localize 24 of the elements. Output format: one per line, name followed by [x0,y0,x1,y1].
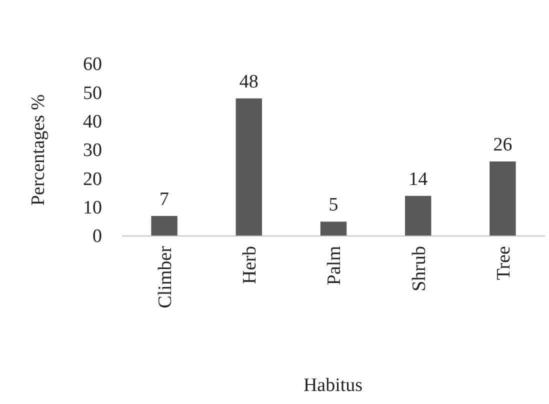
bar [236,98,262,236]
x-tick-label: Herb [240,246,261,284]
y-tick-label: 50 [83,82,102,104]
y-tick-label: 60 [83,54,102,76]
bar [404,196,432,236]
bar [151,216,178,236]
x-tick-label: Palm [324,246,346,286]
y-tick-label: 10 [83,197,102,218]
x-tick-label: Shrub [408,246,430,292]
data-label: 5 [328,194,338,216]
y-tick-label: 40 [83,111,102,132]
x-axis-title: Habitus [303,375,363,396]
x-tick-label: Tree [493,246,514,280]
y-tick-label: 0 [92,226,102,248]
data-label: 48 [239,71,258,92]
data-label: 14 [408,168,428,190]
data-label: 7 [160,188,170,210]
y-tick-label: 20 [83,168,102,190]
y-tick-label: 30 [83,140,102,162]
bar [490,161,516,236]
data-label: 26 [493,134,512,156]
x-tick-label: Climber [154,245,176,308]
bar [320,222,347,236]
y-axis-title: Percentages % [28,94,49,206]
